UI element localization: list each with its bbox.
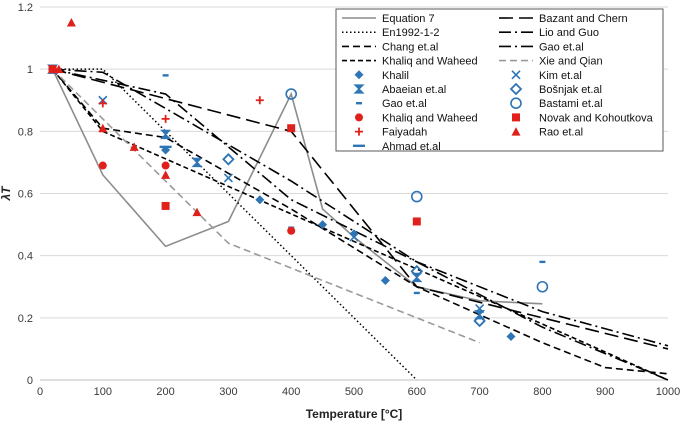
y-tick-label: 0.2 xyxy=(18,313,33,325)
series-line-gao-et-al xyxy=(52,68,669,347)
legend: Equation 7 Bazant and Chern En1992-1-2 Lio … xyxy=(335,8,664,153)
data-point-gao-et-al xyxy=(162,74,169,77)
legend-symbol-abaeian-et-al xyxy=(353,84,365,94)
x-tick-label: 300 xyxy=(219,386,237,398)
legend-symbol-khaliq-and-waheed xyxy=(355,113,363,122)
legend-label: Faiyadah xyxy=(382,127,427,139)
data-point-khaliq-and-waheed xyxy=(161,161,170,170)
data-point-khalil xyxy=(349,229,359,239)
legend-label: Rao et.al xyxy=(539,127,583,139)
legend-label: Bošnjak et.al xyxy=(539,84,602,96)
legend-symbol-bo-njak-et-al xyxy=(509,82,523,96)
data-point-faiyadah xyxy=(255,96,264,105)
data-point-khalil xyxy=(318,220,328,230)
legend-label: Bastami et.al xyxy=(539,98,603,110)
x-tick-label: 1000 xyxy=(656,386,680,398)
data-point-faiyadah xyxy=(48,65,57,74)
x-tick-label: 200 xyxy=(156,386,174,398)
data-point-faiyadah xyxy=(98,99,107,108)
x-tick-label: 400 xyxy=(282,386,300,398)
data-points xyxy=(46,18,549,341)
y-tick-label: 0.4 xyxy=(18,251,33,263)
data-point-rao-et-al xyxy=(98,123,108,133)
x-tick-label: 500 xyxy=(345,386,363,398)
legend-label: Xie and Qian xyxy=(539,56,603,68)
data-point-khalil xyxy=(380,276,390,286)
y-axis-title: λT xyxy=(0,185,13,202)
x-tick-label: 700 xyxy=(470,386,488,398)
legend-label: Khaliq and Waheed xyxy=(382,56,478,68)
legend-symbol-bastami-et-al xyxy=(510,97,522,109)
data-point-gao-et-al xyxy=(539,260,546,264)
y-tick-label: 0.8 xyxy=(18,126,33,138)
data-point-bo-njak-et-al xyxy=(473,314,486,328)
y-tick-label: 0.6 xyxy=(18,189,33,201)
data-point-khaliq-and-waheed xyxy=(98,161,107,170)
series-line-bazant-and-chern xyxy=(52,68,669,350)
model-lines xyxy=(51,68,669,381)
series-line-en1992-1-2 xyxy=(52,68,418,381)
legend-symbol-gao-et-al xyxy=(356,102,362,105)
y-tick-label: 1.2 xyxy=(18,2,33,14)
legend-symbol-kim-et-al xyxy=(511,70,521,80)
series-line-lio-and-guo xyxy=(52,68,669,381)
legend-label: Khaliq and Waheed xyxy=(382,112,478,124)
data-point-khaliq-and-waheed xyxy=(287,226,296,235)
data-point-rao-et-al xyxy=(161,170,171,179)
y-tick-label: 1 xyxy=(27,64,33,76)
data-point-bastami-et-al xyxy=(410,190,423,203)
legend-label: Lio and Guo xyxy=(539,27,599,39)
data-point-gao-et-al xyxy=(413,291,420,295)
legend-symbol-khalil xyxy=(354,70,364,80)
legend-symbol-faiyadah xyxy=(355,127,363,136)
data-point-kim-et-al xyxy=(223,173,233,183)
data-point-kim-et-al xyxy=(349,232,359,242)
legend-symbol-ahmad-et-al xyxy=(353,144,365,147)
legend-label: Kim et.al xyxy=(539,70,582,82)
legend-label: Equation 7 xyxy=(382,13,435,25)
data-point-rao-et-al xyxy=(66,18,76,27)
legend-label: Abaeian et.al xyxy=(382,84,446,96)
data-point-abaeian-et-al xyxy=(160,129,172,140)
data-point-rao-et-al xyxy=(129,142,139,151)
x-tick-label: 800 xyxy=(533,386,551,398)
data-point-bastami-et-al xyxy=(285,88,298,100)
series-line-khaliq-and-waheed xyxy=(51,68,669,381)
x-tick-label: 100 xyxy=(94,386,112,398)
data-point-faiyadah xyxy=(161,114,170,123)
data-point-ahmad-et-al xyxy=(159,145,172,149)
x-tick-label: 900 xyxy=(596,386,614,398)
y-tick-label: 0 xyxy=(27,375,33,387)
data-point-bo-njak-et-al xyxy=(410,264,424,278)
legend-label: Khalil xyxy=(382,70,409,82)
data-point-rao-et-al xyxy=(54,64,64,74)
legend-label: Chang et.al xyxy=(382,41,438,53)
legend-label: Bazant and Chern xyxy=(539,13,628,25)
x-tick-label: 600 xyxy=(408,386,426,398)
data-point-novak-and-kohoutkova xyxy=(161,201,170,210)
series-line-chang-et-al xyxy=(51,68,669,375)
legend-label: Novak and Kohoutkova xyxy=(539,112,654,124)
legend-label: Ahmad et.al xyxy=(382,141,441,153)
tick-labels: 0 100 200 300 400 500 600 700 800 900 1000 0 0.2 0.4 0… xyxy=(18,2,681,398)
data-point-khalil xyxy=(506,331,516,341)
x-tick-label: 0 xyxy=(37,386,43,398)
legend-label: En1992-1-2 xyxy=(382,27,440,39)
data-point-novak-and-kohoutkova xyxy=(412,217,421,226)
legend-label: Gao et.al xyxy=(382,98,427,110)
data-point-bastami-et-al xyxy=(536,280,549,293)
data-point-rao-et-al xyxy=(192,207,202,217)
legend-label: Gao et.al xyxy=(539,41,584,53)
data-point-abaeian-et-al xyxy=(191,157,203,168)
data-point-khalil xyxy=(255,195,265,205)
data-point-novak-and-kohoutkova xyxy=(287,124,296,133)
legend-symbol-rao-et-al xyxy=(511,127,521,136)
legend-symbol-novak-and-kohoutkova xyxy=(512,113,520,122)
series-line-xie-and-qian xyxy=(51,68,480,344)
data-point-bo-njak-et-al xyxy=(222,153,235,166)
x-axis-title: Temperature [°C] xyxy=(306,407,403,421)
